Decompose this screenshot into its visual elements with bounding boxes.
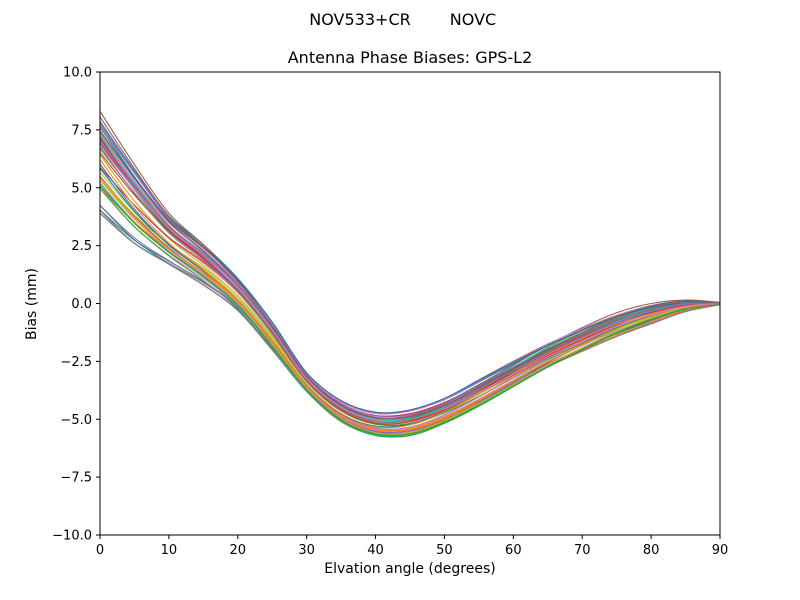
bias-curve xyxy=(100,145,720,424)
x-tick-label: 80 xyxy=(643,543,660,558)
bias-curve xyxy=(100,176,720,431)
bias-curve xyxy=(100,153,720,420)
bias-curve xyxy=(100,171,720,431)
x-tick-label: 30 xyxy=(298,543,315,558)
bias-curve xyxy=(100,142,720,418)
axes-title: Antenna Phase Biases: GPS-L2 xyxy=(288,48,533,67)
bias-curve xyxy=(100,175,720,435)
bias-curve xyxy=(100,166,720,423)
x-tick-label: 60 xyxy=(505,543,522,558)
bias-curve xyxy=(100,167,720,431)
bias-curves-group xyxy=(100,110,720,438)
x-tick-label: 0 xyxy=(96,543,104,558)
y-tick-label: 5.0 xyxy=(71,181,92,196)
bias-curve xyxy=(100,152,720,417)
bias-curve xyxy=(100,130,720,414)
bias-curve xyxy=(100,138,720,426)
y-tick-label: 2.5 xyxy=(71,239,92,254)
x-tick-label: 50 xyxy=(436,543,453,558)
bias-curve xyxy=(100,132,720,424)
x-tick-label: 40 xyxy=(367,543,384,558)
bias-curve xyxy=(100,187,720,432)
x-tick-label: 90 xyxy=(712,543,729,558)
y-tick-label: −5.0 xyxy=(60,413,92,428)
figure-suptitle-left: NOV533+CR xyxy=(309,10,410,29)
bias-curve xyxy=(100,144,720,423)
bias-curve xyxy=(100,185,720,437)
bias-curve xyxy=(100,163,720,428)
bias-curve xyxy=(100,154,720,428)
x-tick-label: 70 xyxy=(574,543,591,558)
x-tick-label: 20 xyxy=(230,543,247,558)
y-tick-label: 7.5 xyxy=(71,123,92,138)
axis-ticks-group: 0 10 20 30 40 50 60 70 80 90 10.0 7.5 5.0 2.5 0.0 −2.5 −… xyxy=(52,66,728,559)
bias-curve xyxy=(100,159,720,429)
bias-curve xyxy=(100,142,720,425)
axes-frame xyxy=(99,71,721,536)
x-tick-label: 10 xyxy=(161,543,178,558)
bias-curve xyxy=(100,116,720,420)
bias-curve xyxy=(100,140,720,424)
bias-curve xyxy=(100,148,720,426)
bias-curve xyxy=(100,133,720,415)
y-tick-label: −2.5 xyxy=(60,355,92,370)
bias-curve xyxy=(100,141,720,420)
figure-suptitle-right: NOVC xyxy=(450,10,496,29)
bias-curve xyxy=(100,179,720,432)
y-tick-label: −7.5 xyxy=(60,471,92,486)
bias-curve xyxy=(100,177,720,435)
y-tick-label: −10.0 xyxy=(52,529,92,544)
y-axis-label: Bias (mm) xyxy=(24,268,40,340)
bias-curve xyxy=(100,182,720,436)
x-axis-label: Elvation angle (degrees) xyxy=(324,561,495,577)
bias-curve xyxy=(100,177,720,425)
y-tick-label: 10.0 xyxy=(63,66,92,81)
y-tick-label: 0.0 xyxy=(71,297,92,312)
bias-curve xyxy=(100,137,720,423)
